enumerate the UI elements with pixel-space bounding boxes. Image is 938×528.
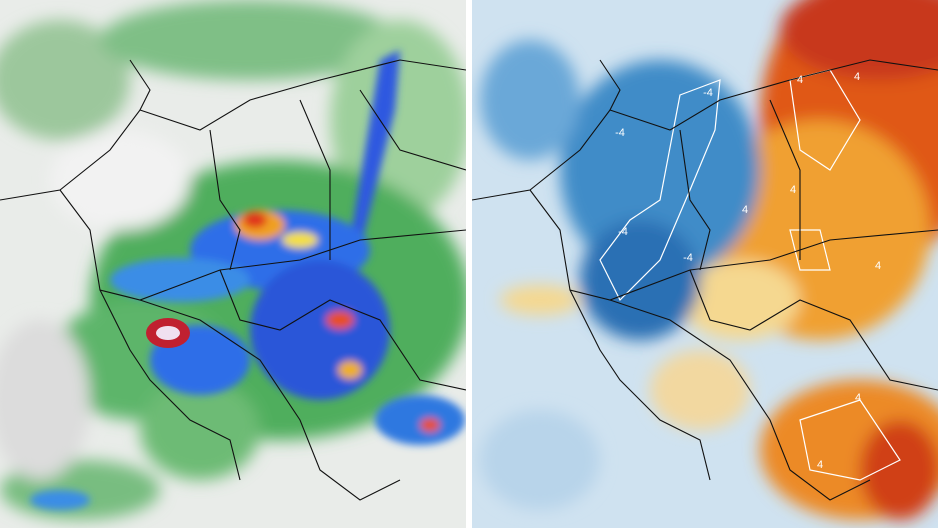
borders [472, 59, 938, 501]
precip-core [156, 326, 180, 340]
temperature-anomaly-map [472, 0, 938, 528]
contour-labels: -4 -4 -4 -4 4 4 4 4 4 4 4 [615, 71, 881, 471]
contour-label: 4 [854, 71, 860, 83]
contour-label: 4 [875, 260, 881, 272]
contour-label: -4 [618, 226, 628, 238]
contour-label: 4 [742, 204, 748, 216]
borders [0, 59, 466, 501]
contour-label: 4 [855, 392, 861, 404]
contour-label: -4 [703, 87, 713, 99]
contour-label: -4 [615, 127, 625, 139]
contour-label: 4 [790, 184, 796, 196]
contour-label: 4 [817, 459, 823, 471]
contour-label: -4 [683, 252, 693, 264]
precipitation-map [0, 0, 466, 528]
contour-label: 4 [797, 74, 803, 86]
